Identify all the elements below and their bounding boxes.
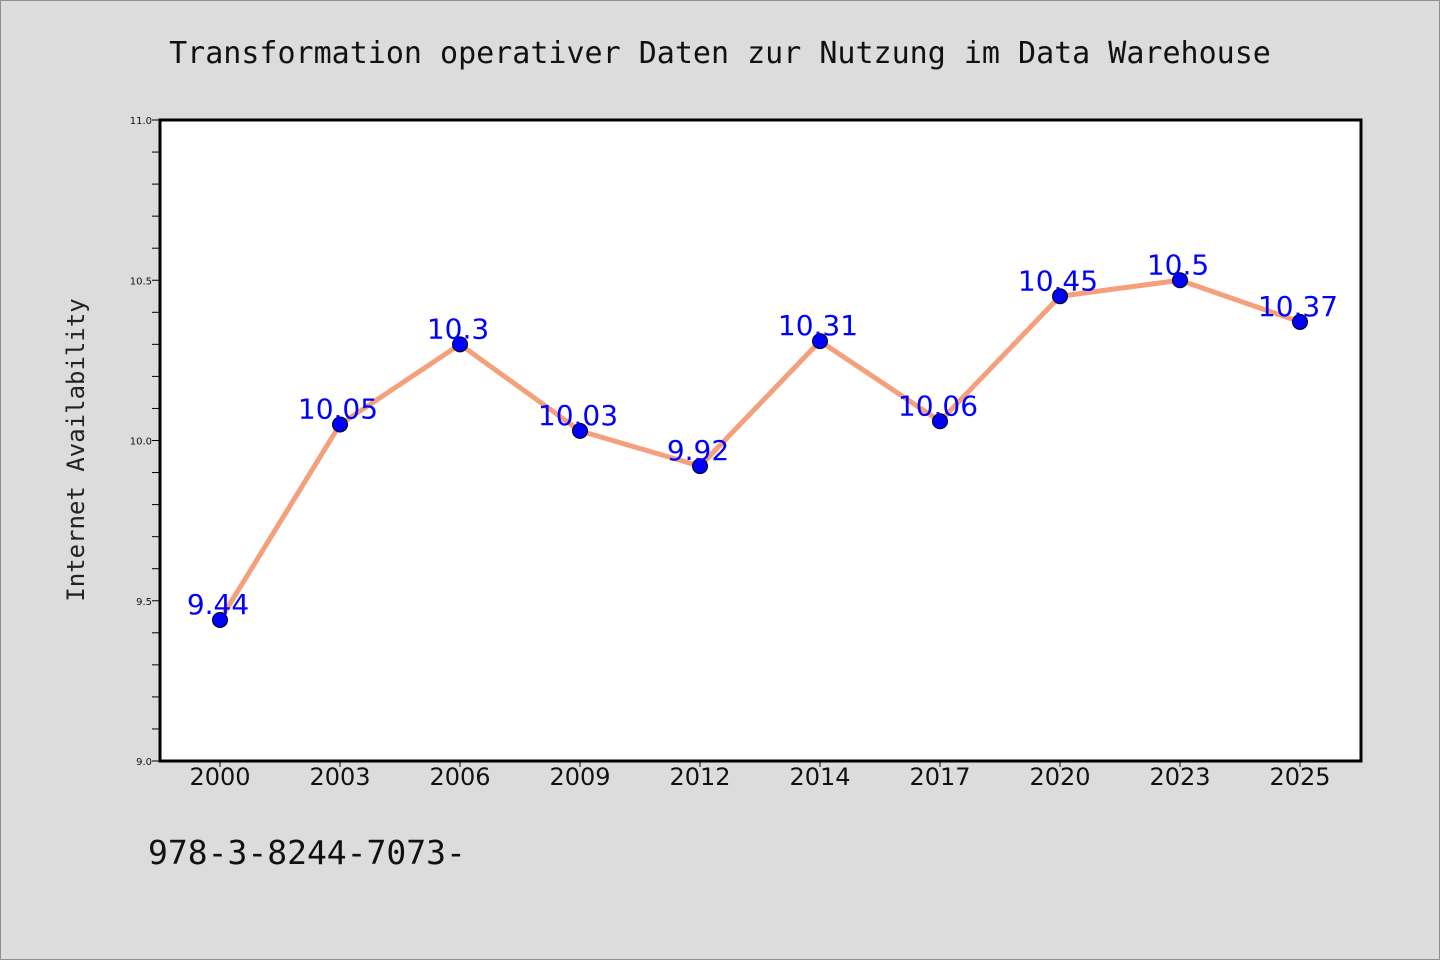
y-tick-label: 10.0	[130, 437, 152, 448]
data-point-marker	[1052, 288, 1068, 305]
x-tick-label: 2012	[669, 763, 730, 791]
x-tick-label: 2003	[309, 763, 370, 791]
data-label: 9.44	[187, 588, 249, 621]
series-layer	[212, 272, 1308, 628]
x-tick-label: 2020	[1029, 763, 1090, 791]
data-label: 10.5	[1147, 248, 1209, 281]
y-tick-label: 11.0	[130, 116, 152, 127]
y-axis: 9.0 9.5 10.0 10.5 11.0	[130, 116, 160, 768]
data-point-marker	[572, 422, 588, 439]
x-tick-label: 2000	[189, 763, 250, 791]
data-point-marker	[812, 333, 828, 350]
data-point-marker	[212, 611, 228, 628]
x-tick-label: 2006	[429, 763, 490, 791]
data-point-marker	[332, 416, 348, 433]
chart-title: Transformation operativer Daten zur Nutz…	[169, 36, 1271, 71]
y-tick-label: 10.5	[130, 276, 152, 287]
data-label: 10.37	[1258, 290, 1338, 323]
data-label: 10.3	[427, 312, 489, 345]
footer-isbn-text: 978-3-8244-7073-	[148, 833, 466, 872]
data-label: 10.45	[1018, 264, 1098, 297]
x-tick-label: 2023	[1149, 763, 1210, 791]
data-point-marker	[452, 336, 468, 353]
x-tick-label: 2009	[549, 763, 610, 791]
y-axis-label: Internet Availability	[62, 298, 90, 601]
plot-area	[158, 118, 1363, 763]
x-tick-label: 2025	[1269, 763, 1330, 791]
data-point-marker	[1292, 313, 1308, 330]
data-point-marker	[932, 413, 948, 430]
data-point-marker	[1172, 272, 1188, 289]
y-tick-label: 9.5	[136, 597, 152, 608]
y-tick-label: 9.0	[136, 757, 152, 768]
data-label: 10.06	[898, 389, 978, 422]
x-tick-label: 2014	[789, 763, 850, 791]
data-point-marker	[692, 458, 708, 475]
series-line	[217, 277, 1303, 623]
data-label-layer: 9.44 10.05 10.3 10.03 9.92 10.31 10.06 10.45 10.…	[187, 248, 1338, 621]
data-label: 9.92	[667, 434, 729, 467]
data-label: 10.03	[538, 399, 618, 432]
x-tick-label: 2017	[909, 763, 970, 791]
x-axis: 2000 2003 2006 2009 2012 2014 2017 2020 2023 2025	[189, 761, 1331, 791]
data-label: 10.31	[778, 309, 858, 342]
data-label: 10.05	[298, 392, 378, 425]
